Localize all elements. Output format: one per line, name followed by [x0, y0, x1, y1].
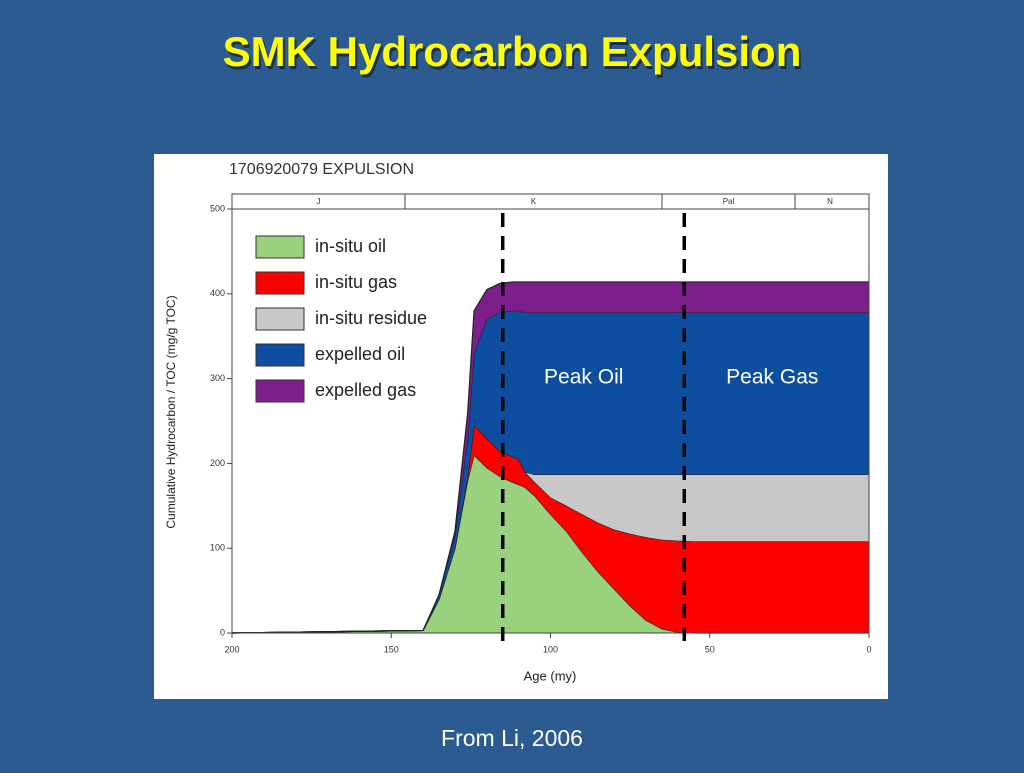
era-label: N: [827, 197, 833, 206]
legend-label: in-situ gas: [315, 272, 397, 292]
legend-swatch: [255, 271, 305, 295]
area: [232, 454, 869, 633]
era-label: Pal: [723, 197, 735, 206]
x-tick-label: 200: [224, 644, 239, 654]
legend-label: in-situ residue: [315, 308, 427, 328]
legend-label: expelled gas: [315, 380, 416, 400]
title-shadow: SMK Hydrocarbon Expulsion: [225, 31, 804, 78]
legend-swatch: [255, 379, 305, 403]
slide-title: SMK Hydrocarbon Expulsion: [223, 28, 802, 75]
y-tick-label: 200: [210, 458, 225, 468]
area-edge: [231, 281, 869, 634]
marker-label: Peak Gas: [726, 366, 818, 389]
source-note: From Li, 2006: [441, 725, 583, 751]
y-axis-label: Cumulative Hydrocarbon / TOC (mg/g TOC): [164, 295, 178, 528]
x-tick-label: 150: [384, 644, 399, 654]
x-tick-label: 50: [705, 644, 715, 654]
y-tick-label: 500: [210, 203, 225, 213]
era-label: K: [531, 197, 537, 206]
y-tick-label: 100: [210, 543, 225, 553]
y-tick-label: 0: [220, 627, 225, 637]
y-tick-label: 400: [210, 288, 225, 298]
chart-title: 1706920079 EXPULSION: [229, 161, 414, 178]
x-axis-label: Age (my): [524, 668, 577, 683]
x-tick-label: 0: [866, 644, 871, 654]
x-tick-label: 100: [543, 644, 558, 654]
legend-label: expelled oil: [315, 344, 405, 364]
area: [232, 425, 869, 633]
legend-swatch: [255, 307, 305, 331]
era-label: J: [317, 197, 321, 206]
area: [232, 425, 869, 633]
marker-label: Peak Oil: [544, 366, 623, 389]
era-bar: [231, 193, 870, 210]
y-tick-label: 300: [210, 373, 225, 383]
area: [232, 310, 869, 633]
legend-swatch: [255, 343, 305, 367]
legend-swatch: [255, 235, 305, 259]
legend-label: in-situ oil: [315, 236, 386, 256]
